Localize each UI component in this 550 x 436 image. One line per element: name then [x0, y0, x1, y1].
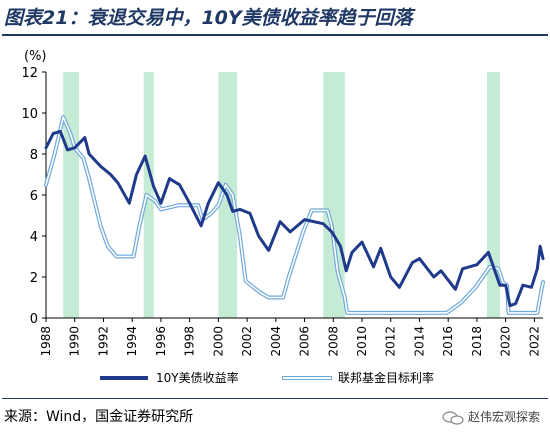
x-tick-label: 2010 — [355, 326, 369, 357]
x-tick-label: 1992 — [96, 326, 110, 357]
y-tick-label: 6 — [30, 189, 38, 204]
bottom-rule — [2, 398, 548, 399]
series-10y-line — [44, 130, 545, 308]
chart-series — [44, 115, 545, 315]
legend-label-fed-funds: 联邦基金目标利率 — [338, 371, 435, 385]
watermark: 赵伟宏观探索 — [442, 406, 540, 428]
chart-axes: 0 2 4 6 8 10 12 (%) 1988 1990 1992 1994 1996 1998 2000… — [21, 49, 543, 357]
legend-swatch-10y — [100, 376, 148, 380]
title-rule — [2, 34, 548, 36]
y-tick-label: 8 — [30, 148, 38, 163]
series-fed-funds-line — [45, 116, 544, 314]
series-fed-funds-outline — [44, 115, 545, 315]
x-tick-label: 2020 — [499, 326, 513, 357]
source-note: 来源：Wind，国金证券研究所 — [4, 409, 194, 425]
wechat-icon — [442, 410, 464, 425]
recession-band — [323, 72, 345, 318]
figure-title: 图表21：衰退交易中，10Y美债收益率趋于回落 — [4, 7, 413, 29]
y-tick-label: 10 — [21, 107, 38, 122]
x-tick-label: 1996 — [154, 326, 168, 357]
x-tick-label: 2016 — [441, 326, 455, 357]
recession-band — [63, 72, 80, 318]
y-tick-label: 4 — [30, 230, 38, 245]
chart: 0 2 4 6 8 10 12 (%) 1988 1990 1992 1994 1996 1998 2000… — [21, 49, 545, 357]
x-tick-label: 2000 — [211, 326, 225, 357]
legend-swatch-fed-funds — [282, 376, 332, 380]
x-tick-label: 2018 — [470, 326, 484, 357]
x-tick-label: 1994 — [125, 326, 139, 357]
x-tick-label: 2004 — [269, 326, 283, 357]
watermark-text: 赵伟宏观探索 — [467, 410, 540, 424]
legend-label-10y: 10Y美债收益率 — [156, 371, 239, 385]
y-tick-label: 12 — [21, 66, 38, 81]
y-axis-unit-label: (%) — [24, 49, 47, 64]
y-tick-label: 0 — [30, 312, 38, 327]
x-tick-label: 1990 — [68, 326, 82, 357]
x-tick-label: 2022 — [527, 326, 541, 357]
x-tick-label: 1988 — [39, 326, 53, 357]
recession-bands — [63, 72, 500, 318]
x-tick-label: 2012 — [384, 326, 398, 357]
x-tick-label: 1998 — [183, 326, 197, 357]
x-tick-label: 2002 — [240, 326, 254, 357]
legend: 10Y美债收益率 联邦基金目标利率 — [0, 366, 550, 390]
y-tick-label: 2 — [30, 271, 38, 286]
x-tick-label: 2014 — [412, 326, 426, 357]
x-tick-label: 2008 — [326, 326, 340, 357]
x-tick-label: 2006 — [298, 326, 312, 357]
